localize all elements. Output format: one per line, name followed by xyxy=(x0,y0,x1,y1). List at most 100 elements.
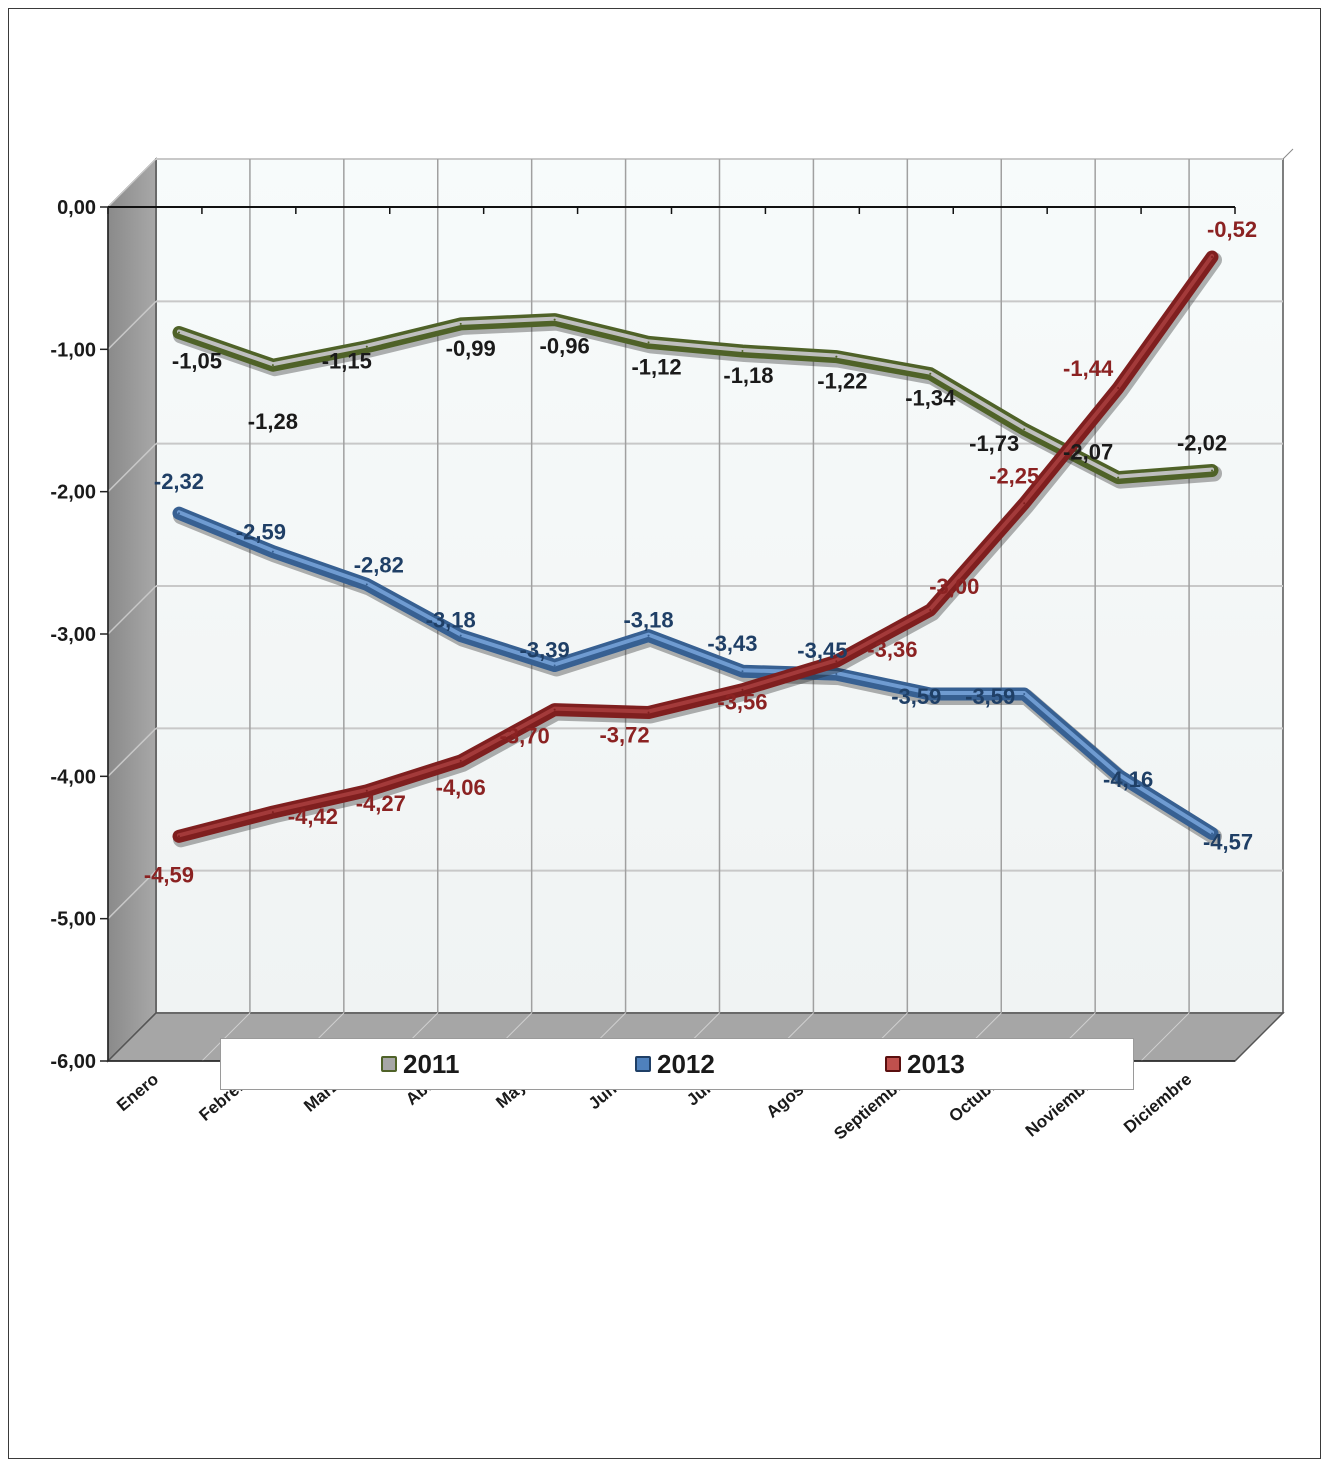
data-label-2012: -4,57 xyxy=(1203,829,1253,854)
series-2013 xyxy=(172,250,1222,848)
data-label-2011: -1,12 xyxy=(631,354,681,379)
point-2011-6 xyxy=(741,349,744,352)
x-tick-label: Enero xyxy=(113,1070,162,1116)
data-label-2011: -2,07 xyxy=(1063,440,1113,465)
legend-swatch-2013 xyxy=(885,1056,901,1072)
data-label-2013: -3,00 xyxy=(929,574,979,599)
point-2013-5 xyxy=(647,711,650,714)
side-gridline xyxy=(107,443,157,493)
data-label-2011: -1,05 xyxy=(172,348,222,373)
data-label-2013: -4,27 xyxy=(356,791,406,816)
legend-label-2011: 2011 xyxy=(403,1048,460,1079)
gridlines xyxy=(107,158,1283,1062)
point-2012-3 xyxy=(459,634,462,637)
y-tick-label: 0,00 xyxy=(57,197,96,219)
floor-gridline xyxy=(201,1012,251,1062)
data-labels: -1,05 -1,28 -1,15 -0,99 -0,96 -1,12 -1,18 -1,22… xyxy=(144,217,1257,887)
point-2011-2 xyxy=(365,345,368,348)
series-lines xyxy=(172,250,1222,848)
point-2013-1 xyxy=(271,811,274,814)
data-label-2011: -2,02 xyxy=(1177,431,1227,456)
plot-walls xyxy=(106,148,1294,1063)
point-2011-4 xyxy=(553,318,556,321)
point-2012-7 xyxy=(835,673,838,676)
data-label-2011: -1,28 xyxy=(248,409,298,434)
data-label-2012: -3,45 xyxy=(797,638,847,663)
point-2012-0 xyxy=(177,512,180,515)
y-axis: 0,00 -1,00 -2,00 -3,00 -4,00 -5,00 -6,00 xyxy=(50,197,109,1073)
side-gridline xyxy=(107,300,157,350)
point-2011-0 xyxy=(177,331,180,334)
point-2013-11 xyxy=(1211,256,1214,259)
legend-swatch-2011 xyxy=(381,1056,397,1072)
point-2011-7 xyxy=(835,355,838,358)
data-label-2013: -3,36 xyxy=(867,637,917,662)
point-2012-11 xyxy=(1211,832,1214,835)
data-label-2013: -3,72 xyxy=(599,722,649,747)
series-2011 xyxy=(172,313,1222,489)
data-label-2012: -3,18 xyxy=(426,608,476,633)
series-2012 xyxy=(172,506,1222,845)
legend-item-2012: 2012 xyxy=(635,1039,715,1089)
point-2013-7 xyxy=(835,660,838,663)
side-gridline xyxy=(107,158,157,208)
point-2011-1 xyxy=(271,364,274,367)
point-2012-1 xyxy=(271,550,274,553)
point-2013-2 xyxy=(365,789,368,792)
data-label-2013: -2,25 xyxy=(989,463,1039,488)
point-2012-9 xyxy=(1023,692,1026,695)
side-gridline xyxy=(107,870,157,920)
point-2012-6 xyxy=(741,670,744,673)
data-label-2013: -4,59 xyxy=(144,862,194,887)
data-label-2012: -3,18 xyxy=(623,608,673,633)
floor-gridline xyxy=(1140,1012,1190,1062)
data-label-2013: -4,06 xyxy=(436,775,486,800)
legend-label-2012: 2012 xyxy=(657,1048,715,1079)
data-label-2012: -2,59 xyxy=(236,520,286,545)
point-2013-4 xyxy=(553,708,556,711)
point-2012-5 xyxy=(647,634,650,637)
data-label-2011: -1,73 xyxy=(969,431,1019,456)
y-tick-label: -4,00 xyxy=(50,766,96,788)
point-2011-8 xyxy=(929,372,932,375)
corner-edge xyxy=(1282,148,1294,160)
point-2012-10 xyxy=(1117,774,1120,777)
point-2013-6 xyxy=(741,688,744,691)
data-label-2012: -3,43 xyxy=(707,631,757,656)
point-2011-11 xyxy=(1211,469,1214,472)
y-tick-label: -3,00 xyxy=(50,624,96,646)
series-highlight-2011 xyxy=(177,316,1214,479)
series-highlight-2013 xyxy=(177,254,1214,838)
legend: 2011 2012 2013 xyxy=(220,1038,1134,1090)
data-label-2011: -0,99 xyxy=(446,336,496,361)
series-highlight-2012 xyxy=(177,510,1214,835)
data-label-2013: -0,52 xyxy=(1207,217,1257,242)
point-2011-5 xyxy=(647,341,650,344)
y-tick-label: -5,00 xyxy=(50,909,96,931)
legend-label-2013: 2013 xyxy=(907,1048,965,1079)
data-label-2013: -4,42 xyxy=(288,804,338,829)
point-2013-8 xyxy=(929,609,932,611)
data-label-2011: -1,18 xyxy=(723,363,773,388)
data-label-2012: -3,59 xyxy=(891,684,941,709)
side-gridline xyxy=(107,727,157,777)
legend-item-2013: 2013 xyxy=(885,1039,965,1089)
point-2011-9 xyxy=(1023,428,1026,431)
point-2012-2 xyxy=(365,583,368,586)
point-2012-8 xyxy=(929,692,932,695)
y-tick-label: -1,00 xyxy=(50,339,96,361)
data-label-2012: -2,82 xyxy=(354,552,404,577)
side-gridline xyxy=(107,585,157,635)
y-tick-label: -6,00 xyxy=(50,1051,96,1073)
data-label-2013: -3,56 xyxy=(717,690,767,715)
data-label-2011: -0,96 xyxy=(540,334,590,359)
legend-item-2011: 2011 xyxy=(381,1039,459,1089)
data-label-2012: -2,32 xyxy=(154,469,204,494)
point-2013-10 xyxy=(1117,386,1120,389)
data-label-2012: -4,16 xyxy=(1103,767,1153,792)
legend-swatch-2012 xyxy=(635,1056,651,1072)
point-2013-0 xyxy=(177,835,180,838)
data-label-2013: -3,70 xyxy=(500,724,550,749)
point-2013-9 xyxy=(1023,502,1026,505)
point-2013-3 xyxy=(459,759,462,762)
